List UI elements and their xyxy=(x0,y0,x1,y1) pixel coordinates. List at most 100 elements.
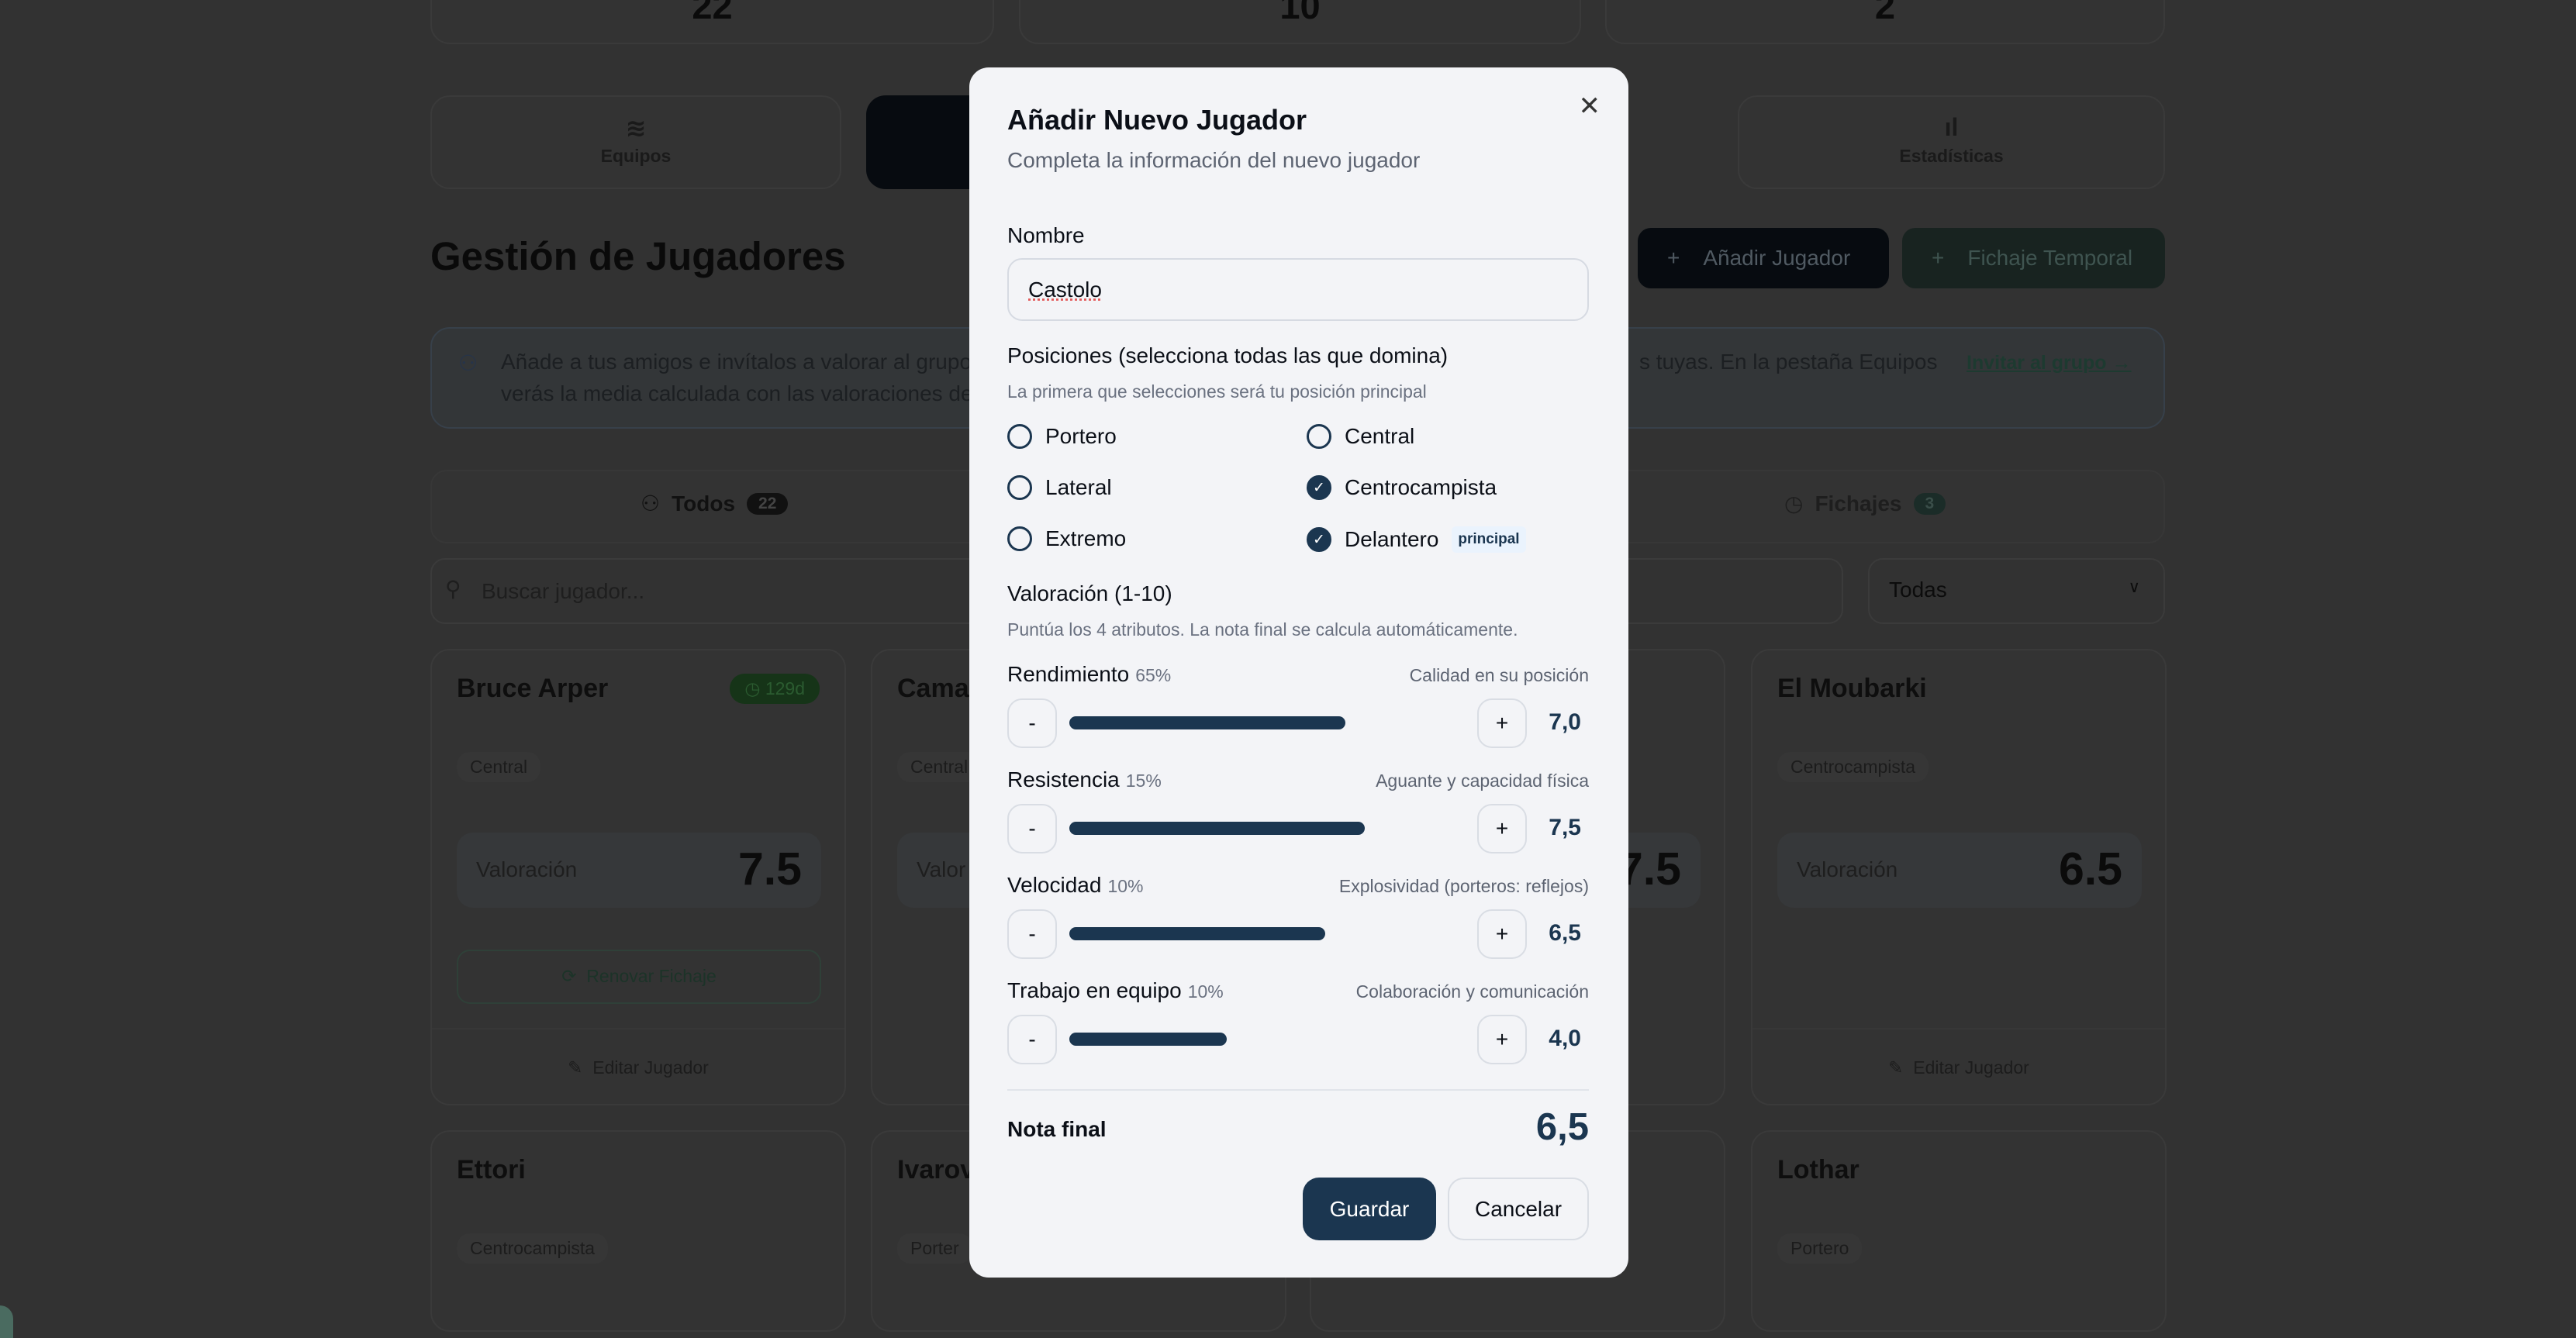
attribute-description: Colaboración y comunicación xyxy=(1355,981,1589,1002)
player-name: Cama xyxy=(897,674,969,703)
tab-label: Equipos xyxy=(600,146,672,166)
increment-button[interactable]: + xyxy=(1477,804,1527,853)
search-placeholder: Buscar jugador... xyxy=(482,579,645,603)
attribute-slider[interactable] xyxy=(1069,716,1463,729)
attribute-name: Velocidad xyxy=(1007,873,1102,897)
option-label: Portero xyxy=(1045,424,1117,448)
attribute-slider[interactable] xyxy=(1069,822,1463,835)
stat-card-2: 10 xyxy=(1019,0,1581,44)
add-player-button[interactable]: + Añadir Jugador xyxy=(1638,228,1889,288)
player-name: El Moubarki xyxy=(1777,674,1927,703)
attribute-name: Rendimiento xyxy=(1007,662,1130,686)
rating-label: Valoración xyxy=(476,857,578,881)
add-player-dialog: Añadir Nuevo Jugador Completa la informa… xyxy=(969,67,1628,1278)
radio-icon[interactable] xyxy=(1007,475,1032,500)
position-option[interactable]: Lateral xyxy=(1007,475,1112,500)
dialog-subtitle: Completa la información del nuevo jugado… xyxy=(1007,148,1421,172)
attribute-description: Aguante y capacidad física xyxy=(1376,771,1589,791)
edit-icon: ✎ xyxy=(1888,1057,1904,1078)
radio-icon[interactable] xyxy=(1007,424,1032,449)
player-name: Bruce Arper xyxy=(457,674,609,703)
attribute-value: 7,5 xyxy=(1549,815,1581,840)
option-label: Lateral xyxy=(1045,475,1112,499)
decrement-button[interactable]: - xyxy=(1007,698,1057,748)
position-option[interactable]: ✓ Delantero principal xyxy=(1307,526,1526,553)
refresh-icon: ⟳ xyxy=(561,966,577,986)
player-card: Ettori Centrocampista xyxy=(430,1130,846,1332)
decrement-button[interactable]: - xyxy=(1007,909,1057,959)
dialog-title: Añadir Nuevo Jugador xyxy=(1007,104,1307,136)
segment-todos[interactable]: ⚇ Todos 22 xyxy=(641,491,789,516)
edit-player-button[interactable]: ✎ Editar Jugador xyxy=(432,1028,844,1105)
tab-estadisticas[interactable]: ıl Estadísticas xyxy=(1738,95,2165,189)
final-score-label: Nota final xyxy=(1007,1117,1107,1141)
clock-icon: ◷ xyxy=(1784,491,1804,516)
increment-button[interactable]: + xyxy=(1477,909,1527,959)
divider xyxy=(1007,1089,1589,1091)
positions-label: Posiciones (selecciona todas las que dom… xyxy=(1007,343,1449,367)
rating-value: 7.5 xyxy=(737,843,802,895)
checked-circle-icon[interactable]: ✓ xyxy=(1307,527,1331,552)
principal-badge: principal xyxy=(1452,526,1526,553)
button-label: Editar Jugador xyxy=(592,1057,709,1078)
attribute-slider[interactable] xyxy=(1069,927,1463,940)
page-title: Gestión de Jugadores xyxy=(430,234,846,278)
attribute-label: Trabajo en equipo 10% xyxy=(1007,978,1224,1003)
rating-value: 6.5 xyxy=(2058,843,2122,895)
attribute-label: Velocidad 10% xyxy=(1007,873,1143,898)
rating-label: Valoración (1-10) xyxy=(1007,581,1172,605)
position-option[interactable]: Extremo xyxy=(1007,526,1126,551)
radio-icon[interactable] xyxy=(1007,526,1032,551)
option-label: Central xyxy=(1345,424,1415,448)
position-chip: Centrocampista xyxy=(457,1233,609,1264)
contract-badge: ◷ 129d xyxy=(730,674,820,704)
slider-fill xyxy=(1069,716,1345,729)
button-label: Editar Jugador xyxy=(1913,1057,2029,1078)
close-icon[interactable]: ✕ xyxy=(1578,91,1601,121)
name-input[interactable]: Castolo xyxy=(1007,258,1589,321)
stat-card-3: 2 xyxy=(1605,0,2165,44)
renew-button[interactable]: ⟳ Renovar Fichaje xyxy=(457,950,821,1004)
attribute-slider[interactable] xyxy=(1069,1033,1463,1046)
floating-element xyxy=(0,1305,13,1338)
plus-icon: + xyxy=(1932,246,1945,270)
position-chip: Porter xyxy=(897,1233,972,1264)
name-value: Castolo xyxy=(1028,278,1102,302)
search-icon: ⚲ xyxy=(445,577,461,601)
position-option[interactable]: ✓ Centrocampista xyxy=(1307,475,1497,500)
rating-hint: Puntúa los 4 atributos. La nota final se… xyxy=(1007,619,1518,640)
option-label: Centrocampista xyxy=(1345,475,1497,499)
decrement-button[interactable]: - xyxy=(1007,804,1057,853)
attribute-weight: 10% xyxy=(1187,981,1224,1002)
tab-equipos[interactable]: ≋ Equipos xyxy=(430,95,841,189)
cancel-button[interactable]: Cancelar xyxy=(1448,1178,1589,1240)
bar-chart-icon: ıl xyxy=(1944,113,1959,141)
temp-signing-button[interactable]: + Fichaje Temporal xyxy=(1902,228,2165,288)
position-option[interactable]: Central xyxy=(1307,424,1414,449)
increment-button[interactable]: + xyxy=(1477,1015,1527,1064)
position-option[interactable]: Portero xyxy=(1007,424,1117,449)
position-select[interactable]: Todas ∨ xyxy=(1868,558,2165,624)
segment-label: Todos xyxy=(672,491,736,516)
decrement-button[interactable]: - xyxy=(1007,1015,1057,1064)
radio-icon[interactable] xyxy=(1307,424,1331,449)
banner-text: Añade a tus amigos e invítalos a valorar… xyxy=(501,350,972,374)
positions-hint: La primera que selecciones será tu posic… xyxy=(1007,381,1427,402)
attribute-label: Rendimiento 65% xyxy=(1007,662,1171,687)
invite-link[interactable]: Invitar al grupo → xyxy=(1967,352,2132,374)
attribute-value: 7,0 xyxy=(1549,709,1581,735)
edit-player-button[interactable]: ✎ Editar Jugador xyxy=(1752,1028,2165,1105)
attribute-name: Trabajo en equipo xyxy=(1007,978,1182,1002)
player-name: Ivarov xyxy=(897,1155,975,1185)
position-chip: Portero xyxy=(1777,1233,1863,1264)
rating-box: Valoración 6.5 xyxy=(1777,833,2142,908)
segment-fichajes[interactable]: ◷ Fichajes 3 xyxy=(1784,491,1946,516)
plus-icon: + xyxy=(1667,246,1680,270)
increment-button[interactable]: + xyxy=(1477,698,1527,748)
count-badge: 22 xyxy=(747,492,789,515)
save-button[interactable]: Guardar xyxy=(1303,1178,1436,1240)
position-chip: Central xyxy=(897,752,982,782)
checked-circle-icon[interactable]: ✓ xyxy=(1307,475,1331,500)
tab-label: Estadísticas xyxy=(1899,146,2004,166)
